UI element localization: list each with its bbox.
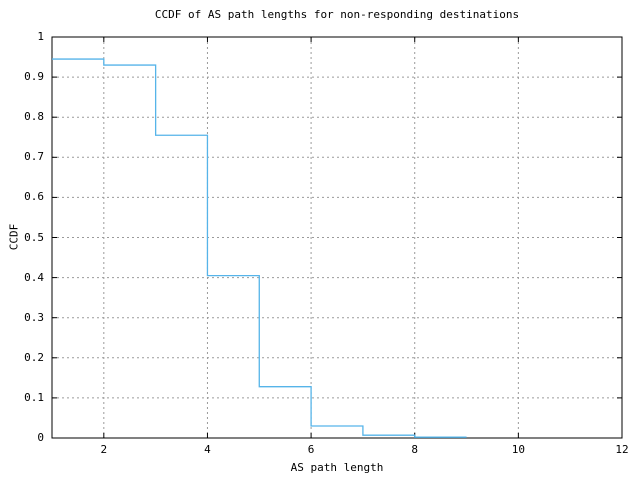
y-tick-label: 0.5 (24, 230, 44, 244)
y-tick-label: 0.6 (24, 190, 44, 204)
x-axis-title: AS path length (290, 461, 384, 474)
y-tick-label: 0.2 (24, 350, 44, 364)
y-tick-label: 0 (37, 431, 44, 444)
x-tick-label: 6 (307, 443, 315, 456)
y-tick-label: 0.3 (24, 310, 44, 324)
x-tick-label: 4 (204, 443, 211, 456)
y-tick-label: 0.7 (24, 150, 44, 164)
y-tick-label: 0.9 (24, 70, 44, 84)
y-tick-label: 0.8 (24, 110, 44, 124)
chart-title: CCDF of AS path lengths for non-respondi… (154, 8, 520, 21)
x-tick-label: 8 (411, 443, 419, 456)
plot-border (51, 36, 623, 439)
y-tick-label: 0.4 (24, 270, 44, 284)
x-tick-label: 10 (511, 443, 525, 456)
y-tick-label: 0.1 (24, 390, 44, 404)
ccdf-step-line (52, 58, 467, 438)
x-tick-label: 12 (615, 443, 629, 456)
y-tick-label: 1 (37, 30, 44, 43)
x-tick-label: 2 (100, 443, 108, 456)
